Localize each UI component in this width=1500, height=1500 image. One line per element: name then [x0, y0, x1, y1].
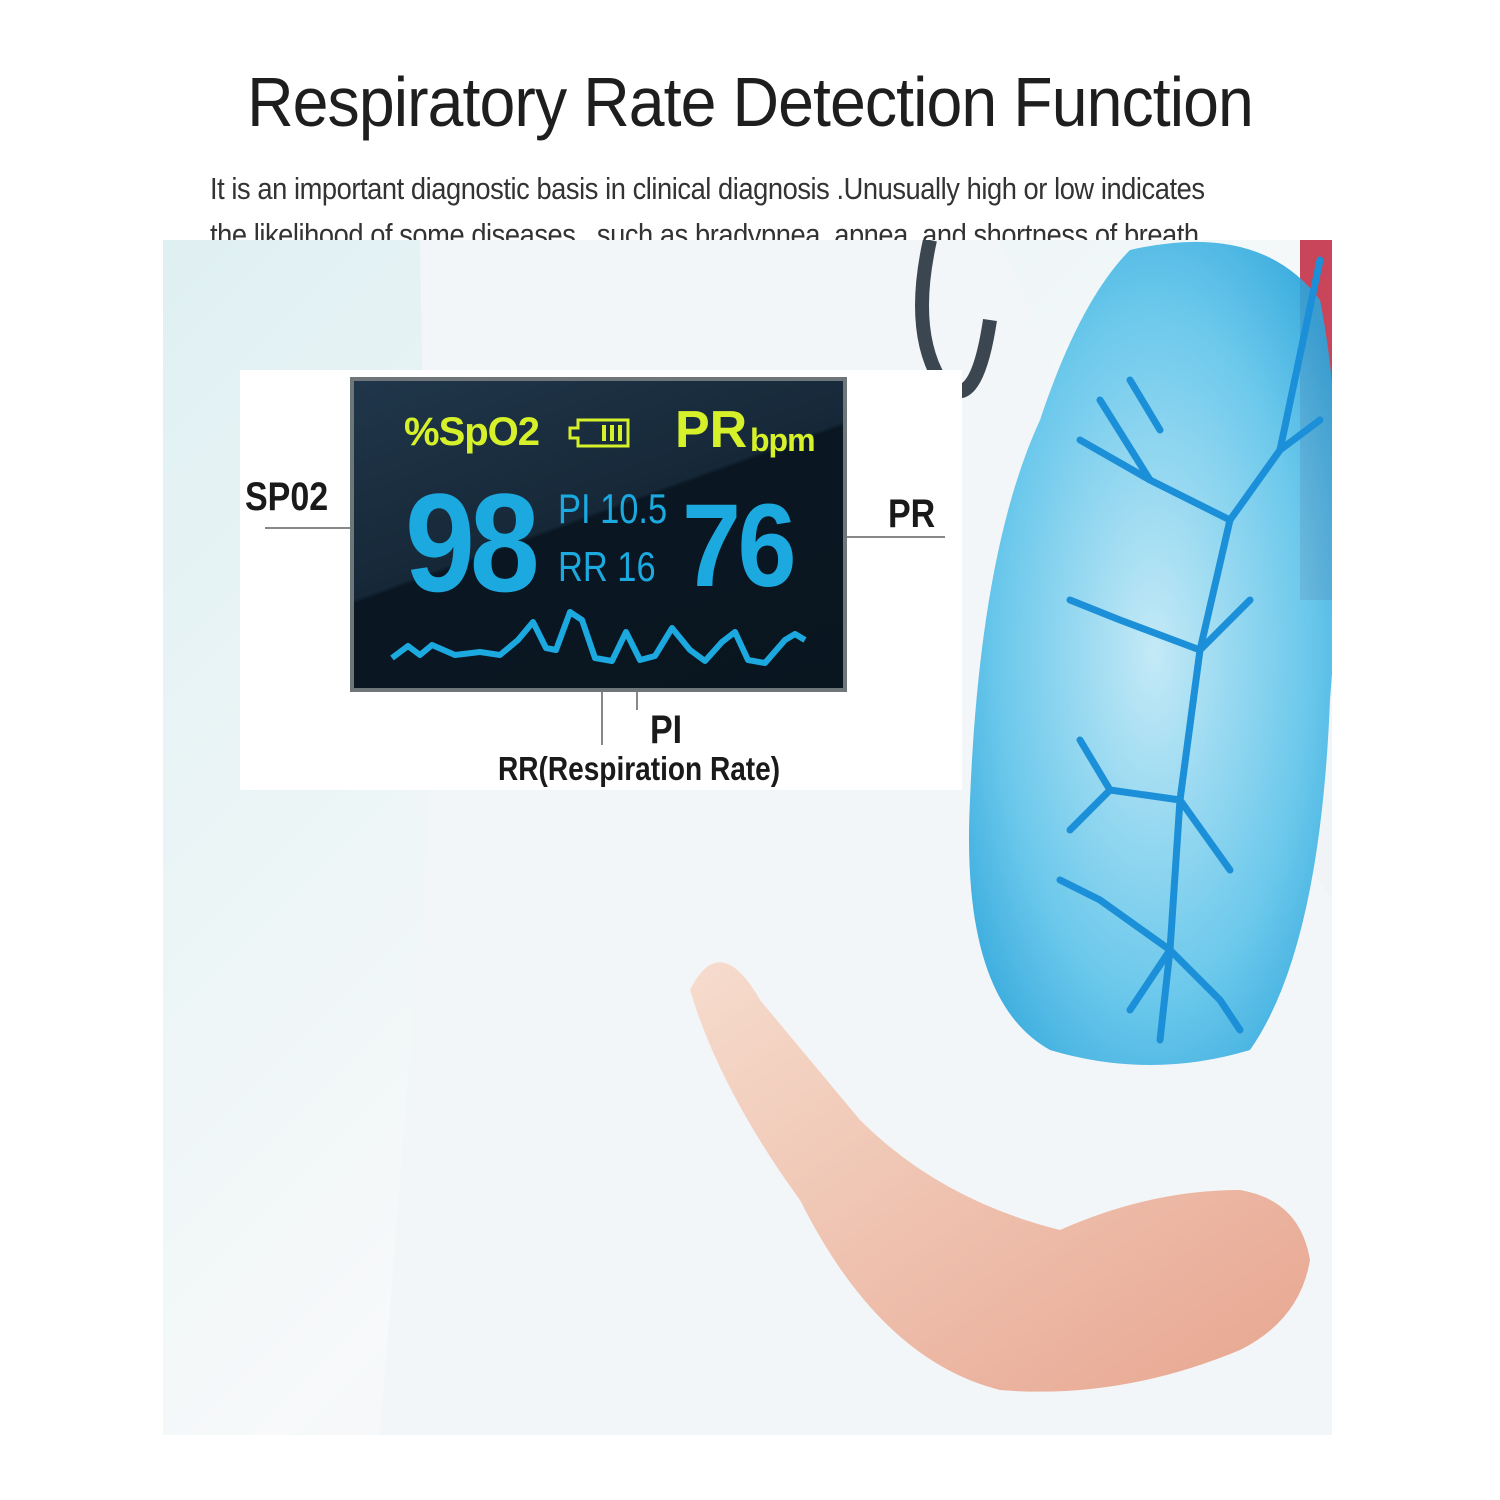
page-title: Respiratory Rate Detection Function [247, 63, 1254, 141]
pr-unit: bpm [750, 422, 816, 458]
hand [690, 962, 1310, 1392]
pr-callout-label: PR [888, 492, 936, 536]
battery-full-icon [568, 418, 630, 448]
pr-header: PR [675, 401, 748, 459]
rr-reading: RR 16 [558, 543, 656, 590]
spo2-leader-line [265, 527, 405, 529]
spo2-callout-label: SP02 [245, 475, 329, 519]
description-line: It is an important diagnostic basis in c… [210, 171, 1205, 206]
spo2-value: 98 [405, 464, 540, 621]
spo2-header: %SpO2 [404, 410, 540, 454]
description: It is an important diagnostic basis in c… [210, 166, 1213, 258]
pi-callout-label: PI [650, 708, 683, 752]
lung-icon [969, 241, 1332, 1065]
bronchi [1056, 256, 1324, 1044]
pr-value: 76 [682, 480, 797, 612]
pr-leader-line [805, 536, 945, 538]
pi-reading: PI 10.5 [558, 485, 668, 532]
rr-callout-label: RR(Respiration Rate) [498, 750, 781, 787]
